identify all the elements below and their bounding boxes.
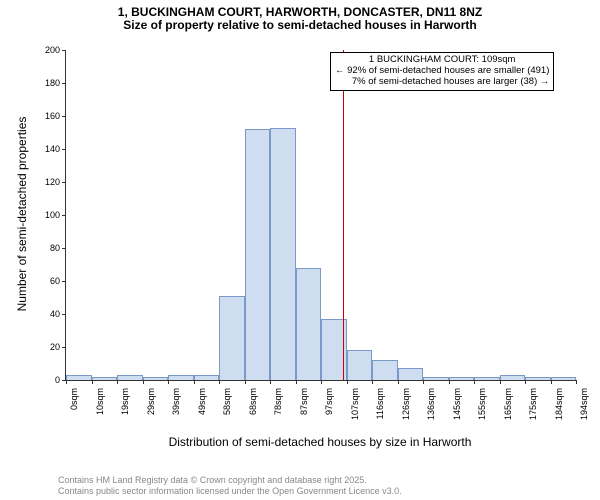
x-tick-label: 87sqm <box>299 388 309 438</box>
y-tick <box>62 83 66 84</box>
x-tick <box>245 380 246 384</box>
y-tick <box>62 116 66 117</box>
y-tick <box>62 281 66 282</box>
x-tick-label: 19sqm <box>120 388 130 438</box>
x-tick-label: 175sqm <box>528 388 538 438</box>
x-tick <box>347 380 348 384</box>
histogram-bar <box>219 296 245 380</box>
histogram-bar <box>168 375 194 380</box>
histogram-bar <box>92 377 118 380</box>
histogram-bar <box>423 377 449 380</box>
annotation-box: 1 BUCKINGHAM COURT: 109sqm ← 92% of semi… <box>330 52 554 91</box>
x-tick-label: 194sqm <box>579 388 589 438</box>
chart-container: 1, BUCKINGHAM COURT, HARWORTH, DONCASTER… <box>0 0 600 500</box>
x-tick-label: 58sqm <box>222 388 232 438</box>
x-tick <box>525 380 526 384</box>
y-tick <box>62 347 66 348</box>
footer-line-2: Contains public sector information licen… <box>58 486 402 497</box>
x-tick-label: 126sqm <box>401 388 411 438</box>
histogram-bar <box>347 350 373 380</box>
title-line-2: Size of property relative to semi-detach… <box>0 19 600 32</box>
x-tick <box>219 380 220 384</box>
x-axis-label: Distribution of semi-detached houses by … <box>65 435 575 449</box>
x-tick-label: 29sqm <box>146 388 156 438</box>
x-tick <box>66 380 67 384</box>
y-tick <box>62 149 66 150</box>
x-tick-label: 97sqm <box>324 388 334 438</box>
x-tick-label: 68sqm <box>248 388 258 438</box>
x-tick <box>168 380 169 384</box>
histogram-bar <box>474 377 500 380</box>
x-tick <box>576 380 577 384</box>
y-tick <box>62 248 66 249</box>
x-tick-label: 107sqm <box>350 388 360 438</box>
y-tick <box>62 182 66 183</box>
y-tick <box>62 314 66 315</box>
y-tick <box>62 50 66 51</box>
histogram-bar <box>525 377 551 380</box>
x-tick-label: 78sqm <box>273 388 283 438</box>
footer-attribution: Contains HM Land Registry data © Crown c… <box>58 475 402 497</box>
reference-line <box>343 50 344 380</box>
x-tick <box>194 380 195 384</box>
x-tick <box>474 380 475 384</box>
x-tick <box>117 380 118 384</box>
histogram-bar <box>143 377 169 380</box>
histogram-bar <box>270 128 296 380</box>
x-tick <box>398 380 399 384</box>
histogram-bar <box>551 377 577 380</box>
footer-line-1: Contains HM Land Registry data © Crown c… <box>58 475 402 486</box>
x-tick-label: 155sqm <box>477 388 487 438</box>
x-tick <box>449 380 450 384</box>
histogram-bar <box>194 375 220 380</box>
x-tick <box>296 380 297 384</box>
chart-title: 1, BUCKINGHAM COURT, HARWORTH, DONCASTER… <box>0 6 600 32</box>
histogram-bar <box>398 368 424 380</box>
histogram-bar <box>500 375 526 380</box>
x-tick-label: 136sqm <box>426 388 436 438</box>
x-tick <box>321 380 322 384</box>
x-tick <box>372 380 373 384</box>
y-axis-label: Number of semi-detached properties <box>15 114 29 314</box>
x-tick-label: 39sqm <box>171 388 181 438</box>
plot-area: 0204060801001201401601802000sqm10sqm19sq… <box>65 50 576 381</box>
x-tick <box>551 380 552 384</box>
x-tick-label: 145sqm <box>452 388 462 438</box>
histogram-bar <box>117 375 143 380</box>
x-tick-label: 184sqm <box>554 388 564 438</box>
histogram-bar <box>449 377 475 380</box>
histogram-bar <box>66 375 92 380</box>
x-tick <box>92 380 93 384</box>
x-tick <box>143 380 144 384</box>
x-tick-label: 0sqm <box>69 388 79 438</box>
x-tick-label: 49sqm <box>197 388 207 438</box>
annotation-line-3: 7% of semi-detached houses are larger (3… <box>335 77 549 88</box>
x-tick <box>423 380 424 384</box>
y-tick <box>62 215 66 216</box>
x-tick-label: 10sqm <box>95 388 105 438</box>
histogram-bar <box>245 129 271 380</box>
x-tick <box>270 380 271 384</box>
x-tick-label: 165sqm <box>503 388 513 438</box>
histogram-bar <box>296 268 322 380</box>
histogram-bar <box>372 360 398 380</box>
x-tick <box>500 380 501 384</box>
x-tick-label: 116sqm <box>375 388 385 438</box>
